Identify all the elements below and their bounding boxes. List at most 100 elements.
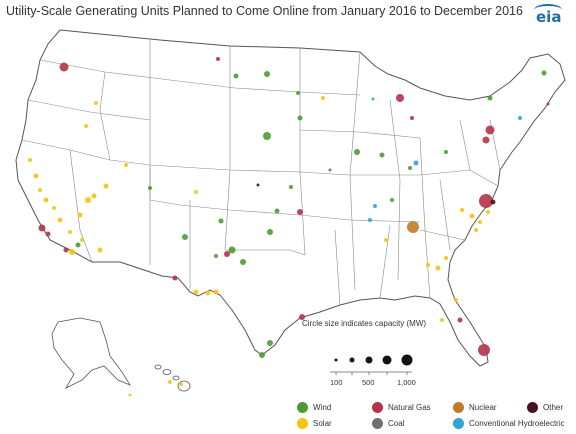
legend-other-dot	[527, 402, 538, 413]
legend-wind-label: Wind	[313, 403, 332, 412]
legend-coal-label: Coal	[388, 419, 405, 428]
legend-solar-dot	[297, 418, 308, 429]
plant-marker	[43, 197, 49, 203]
map-title: Utility-Scale Generating Units Planned t…	[6, 4, 523, 18]
plant-marker	[267, 340, 273, 346]
legend-solar-label: Solar	[313, 419, 332, 428]
size-label-500: 500	[362, 378, 375, 387]
plant-marker	[205, 290, 211, 296]
legend-hydro: Conventional Hydroelectric	[453, 418, 565, 429]
plant-marker	[296, 91, 300, 95]
legend-coal: Coal	[372, 418, 404, 429]
plant-marker	[77, 212, 83, 218]
legend-hydro-label: Conventional Hydroelectric	[469, 419, 565, 428]
plant-marker	[410, 116, 414, 120]
plant-marker	[84, 124, 88, 128]
plant-marker	[444, 256, 448, 260]
plant-marker	[128, 393, 132, 397]
legend-natural-gas-dot	[372, 402, 383, 413]
plant-marker	[297, 115, 303, 121]
plant-marker	[193, 289, 199, 295]
plant-marker	[97, 247, 103, 253]
legend-nuclear: Nuclear	[453, 402, 497, 413]
size-circle-1000	[401, 354, 413, 366]
plant-marker	[384, 238, 388, 242]
legend-wind: Wind	[297, 402, 331, 413]
size-circle-250	[349, 357, 355, 363]
plant-marker	[426, 263, 430, 267]
plant-marker	[103, 183, 109, 189]
plant-marker	[490, 199, 496, 205]
plant-marker	[478, 344, 490, 356]
plant-marker	[486, 210, 490, 214]
plant-marker	[33, 173, 39, 179]
logo-text: eia	[536, 8, 562, 26]
plant-marker	[224, 251, 230, 257]
plant-marker	[214, 254, 218, 258]
plant-marker	[408, 166, 412, 170]
plant-marker	[474, 228, 478, 232]
plant-marker	[354, 149, 360, 155]
plant-marker	[368, 218, 372, 222]
plant-marker	[407, 221, 419, 233]
plant-marker	[194, 190, 198, 194]
state-borders	[21, 40, 501, 306]
plant-marker	[478, 220, 482, 224]
legend-natural-gas-label: Natural Gas	[388, 403, 431, 412]
plant-marker	[413, 160, 419, 166]
plant-marker	[485, 125, 495, 135]
plant-marker	[38, 188, 42, 192]
plant-marker	[482, 136, 490, 144]
plant-marker	[85, 197, 91, 203]
plant-marker	[379, 152, 385, 158]
size-circle-100	[334, 358, 338, 362]
size-label-1000: 1,000	[397, 378, 416, 387]
plant-marker	[444, 150, 448, 154]
plant-marker	[213, 289, 219, 295]
legend-nuclear-label: Nuclear	[469, 403, 497, 412]
size-circle-500	[365, 356, 373, 364]
plant-marker	[487, 95, 493, 101]
plant-marker	[45, 231, 51, 237]
plant-marker	[371, 97, 375, 101]
plant-marker	[435, 265, 441, 271]
plant-marker	[75, 242, 81, 248]
plant-marker	[267, 229, 273, 235]
plant-marker	[63, 247, 69, 253]
plant-marker	[264, 71, 270, 77]
legend-other: Other	[527, 402, 563, 413]
plant-marker	[469, 213, 475, 219]
size-legend-title: Circle size indicates capacity (MW)	[302, 319, 427, 328]
plant-marker	[28, 158, 32, 162]
size-circle-750	[382, 355, 392, 365]
plant-circles	[28, 57, 550, 397]
plant-marker	[454, 298, 458, 302]
plant-marker	[168, 380, 172, 384]
plant-marker	[546, 102, 550, 106]
plant-marker	[259, 352, 265, 358]
plant-marker	[218, 218, 224, 224]
plant-marker	[541, 70, 547, 76]
plant-marker	[263, 132, 271, 140]
legend-solar: Solar	[297, 418, 332, 429]
legend-nuclear-dot	[453, 402, 464, 413]
legend-wind-dot	[297, 402, 308, 413]
plant-marker	[440, 318, 444, 322]
plant-marker	[80, 238, 84, 242]
plant-marker	[69, 249, 75, 255]
size-axis-ticks	[335, 372, 408, 375]
plant-marker	[94, 101, 98, 105]
plant-marker	[148, 186, 152, 190]
plant-marker	[228, 246, 236, 254]
logo-arc-icon	[534, 4, 562, 16]
size-label-100: 100	[330, 378, 343, 387]
plant-marker	[216, 57, 220, 61]
plant-marker	[328, 168, 332, 172]
legend-other-label: Other	[543, 403, 564, 412]
plant-marker	[91, 193, 97, 199]
plant-marker	[390, 198, 394, 202]
plant-marker	[299, 314, 305, 320]
plant-marker	[124, 163, 128, 167]
plant-marker	[38, 224, 46, 232]
